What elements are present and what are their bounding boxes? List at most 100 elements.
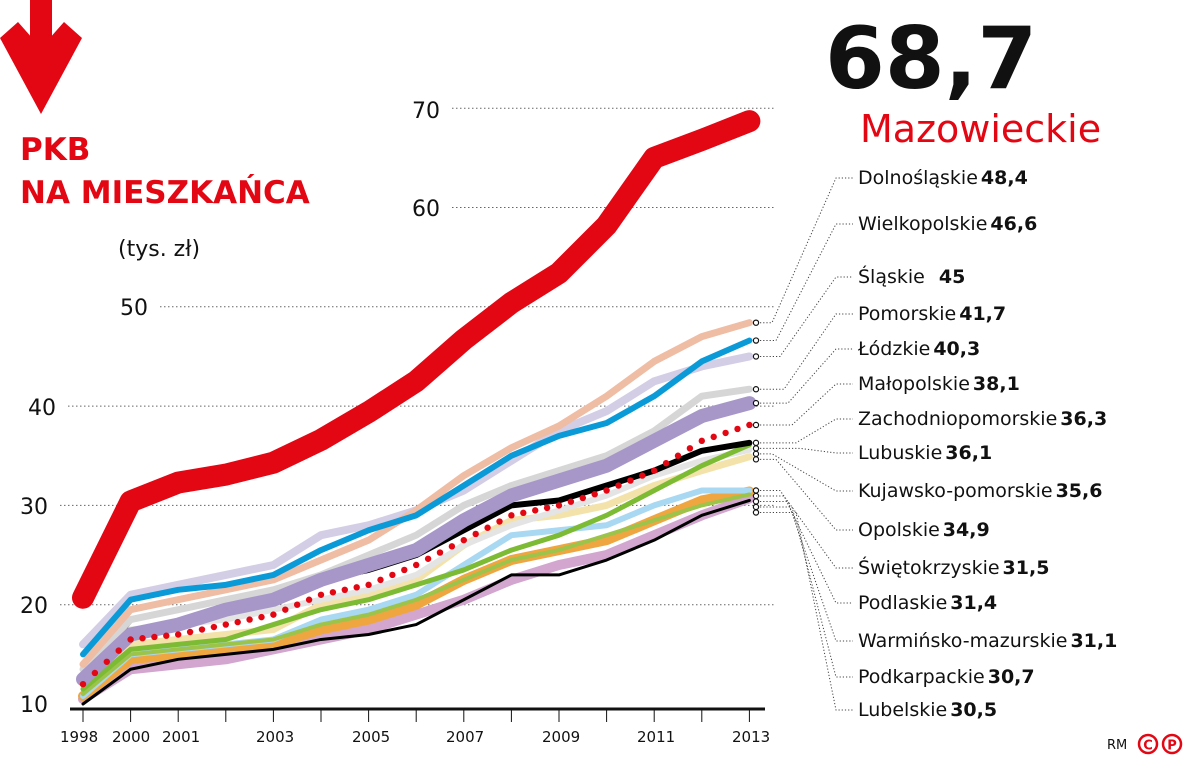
data-point — [294, 601, 301, 608]
series-lines — [72, 110, 761, 706]
leader-line — [760, 490, 853, 569]
endpoint-marker — [752, 353, 760, 360]
series-value-slaskie: 45 — [939, 266, 965, 288]
endpoint-marker — [752, 445, 760, 452]
data-point — [329, 589, 337, 596]
series-dolnoslaskie — [79, 319, 753, 668]
data-point — [543, 504, 551, 512]
series-value-zachodniopomorskie: 36,3 — [1060, 408, 1107, 430]
data-point — [555, 502, 563, 509]
x-tick-label: 2007 — [446, 728, 484, 746]
data-point — [198, 626, 206, 633]
series-label-slaskie: Śląskie — [858, 264, 925, 288]
data-point — [686, 445, 694, 452]
x-tick-label: 2003 — [256, 728, 294, 746]
series-label-lodzkie: Łódzkie — [857, 338, 930, 360]
y-tick-label: 20 — [20, 594, 48, 619]
y-tick-label: 50 — [120, 296, 148, 321]
data-point — [91, 669, 99, 677]
copyright-logo: C P — [1137, 733, 1183, 755]
series-value-dolnoslaskie: 48,4 — [981, 167, 1028, 189]
x-tick-label: 2001 — [162, 728, 200, 746]
endpoint-marker — [752, 509, 760, 516]
endpoint-marker — [752, 492, 760, 500]
y-tick-label: 30 — [20, 495, 48, 520]
endpoint-marker — [752, 498, 760, 505]
data-point — [210, 623, 218, 631]
series-label-zachodniopomorskie: Zachodniopomorskie — [858, 408, 1057, 430]
series-value-podkarpackie: 30,7 — [988, 666, 1035, 688]
series-label-lubelskie: Lubelskie — [858, 699, 947, 721]
x-tick-label: 2011 — [637, 728, 675, 746]
series-label-swietokrzyskie: Świętokrzyskie — [858, 555, 1000, 579]
data-point — [639, 472, 646, 479]
endpoint-marker — [752, 450, 760, 458]
data-point — [698, 437, 705, 445]
data-point — [722, 429, 729, 437]
leader-line — [760, 313, 853, 390]
data-point — [710, 433, 717, 441]
unit-label: (tys. zł) — [118, 237, 200, 262]
y-axis: 70 60 50 40 30 20 10 — [20, 99, 440, 718]
series-value-warminsko-mazurskie: 31,1 — [1070, 630, 1117, 652]
data-point — [413, 561, 420, 569]
series-opolskie — [79, 453, 753, 688]
data-point — [532, 507, 539, 514]
series-value-wielkopolskie: 46,6 — [990, 213, 1037, 235]
data-point — [460, 536, 467, 544]
series-label-malopolskie: Małopolskie — [858, 373, 970, 395]
data-point — [305, 596, 313, 603]
series-wielkopolskie — [80, 337, 753, 658]
title-line-1: PKB — [20, 132, 90, 168]
data-point — [163, 632, 170, 639]
data-point — [496, 518, 503, 525]
svg-text:P: P — [1167, 739, 1177, 754]
leader-line — [760, 447, 853, 454]
x-axis: 1998 2000 2001 2003 2005 2007 2009 2011 … — [60, 707, 770, 746]
leader-line — [760, 348, 853, 404]
series-warminsko-mazurskie — [81, 492, 752, 697]
data-point — [508, 512, 515, 519]
series-value-lubelskie: 30,5 — [950, 699, 997, 721]
data-point — [365, 581, 372, 589]
endpoint-marker — [752, 456, 760, 463]
data-point — [424, 555, 432, 562]
data-point — [186, 628, 194, 636]
data-point — [674, 452, 682, 459]
data-point — [139, 635, 146, 642]
x-tick-label: 2013 — [732, 728, 770, 746]
series-malopolskie — [79, 421, 753, 688]
data-point — [258, 613, 265, 621]
data-point — [341, 586, 348, 594]
data-point — [567, 498, 575, 505]
data-point — [389, 571, 396, 579]
series-value-lodzkie: 40,3 — [933, 338, 980, 360]
leader-line — [760, 495, 853, 604]
endpoint-marker — [752, 503, 760, 511]
leader-line — [760, 223, 853, 342]
data-point — [246, 616, 253, 623]
data-point — [317, 591, 325, 598]
credit: RM — [1107, 738, 1127, 753]
data-point — [353, 584, 360, 591]
leader-line — [760, 177, 853, 324]
leader-line — [760, 453, 853, 492]
leader-line — [760, 276, 853, 357]
series-value-opolskie: 34,9 — [943, 519, 990, 541]
data-point — [603, 487, 610, 494]
data-point — [282, 606, 289, 613]
highlight-value: 68,7 — [825, 9, 1037, 109]
series-label-wielkopolskie: Wielkopolskie — [858, 213, 987, 235]
x-tick-label: 2005 — [352, 728, 390, 746]
series-label-opolskie: Opolskie — [858, 519, 940, 541]
endpoint-marker — [752, 439, 760, 447]
data-point — [151, 633, 158, 641]
series-label-pomorskie: Pomorskie — [858, 303, 956, 325]
data-point — [472, 530, 479, 538]
series-label-warminsko-mazurskie: Warmińsko-mazurskie — [858, 630, 1067, 652]
leader-line — [760, 458, 853, 531]
data-point — [115, 647, 122, 654]
x-tick-label: 2000 — [112, 728, 150, 746]
data-point — [591, 491, 598, 498]
